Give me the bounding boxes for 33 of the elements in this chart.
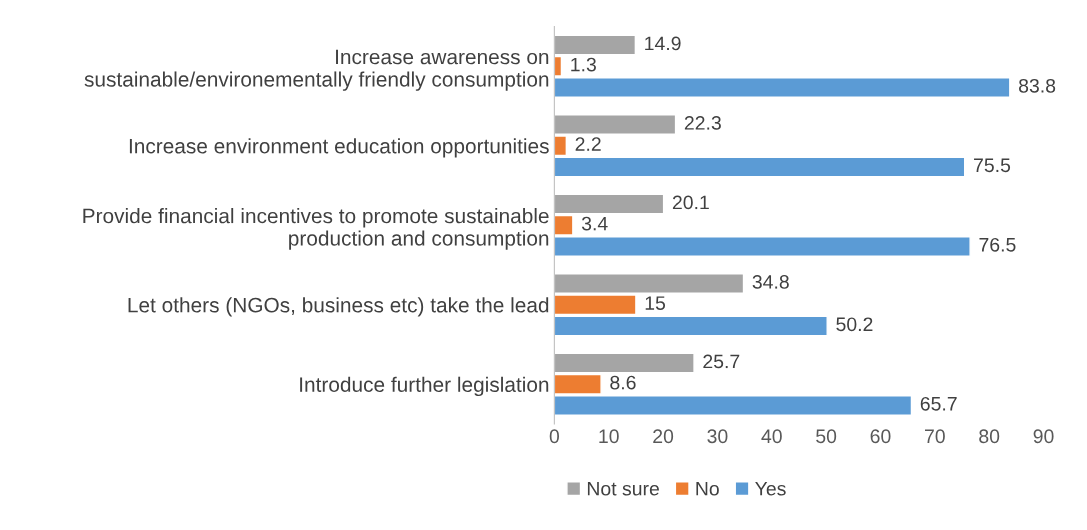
legend-label: Yes <box>755 481 786 496</box>
x-tick-label: 80 <box>979 429 1000 444</box>
legend-label: Not sure <box>587 481 659 496</box>
y-tick-label: Let others (NGOs, business etc) take the lead <box>128 297 549 317</box>
data-label: 34.8 <box>752 275 789 289</box>
data-label: 50.2 <box>836 317 873 332</box>
y-tick-label: Introduce further legislation <box>300 376 549 397</box>
legend-label: No <box>696 481 719 496</box>
data-label: 3.4 <box>581 216 608 231</box>
x-tick-label: 10 <box>599 429 619 444</box>
x-tick-label: 50 <box>816 429 837 444</box>
x-tick-label: 70 <box>925 429 945 444</box>
data-label: 15 <box>645 296 666 310</box>
y-tick-label: Provide financial incentives to promote sustainable production and consumption <box>83 207 549 250</box>
x-tick-label: 90 <box>1033 429 1054 444</box>
y-tick-label: Increase awareness on sustainable/environementally friendly consumption <box>84 49 549 91</box>
data-label: 8.6 <box>610 375 636 390</box>
data-label: 25.7 <box>703 354 740 369</box>
x-tick-label: 0 <box>549 429 560 444</box>
data-label: 2.2 <box>575 137 601 151</box>
data-label: 14.9 <box>645 36 681 51</box>
x-tick-label: 60 <box>870 429 891 444</box>
x-tick-label: 20 <box>653 429 674 444</box>
data-label: 22.3 <box>684 116 721 130</box>
data-label: 83.8 <box>1019 78 1056 93</box>
data-label: 1.3 <box>571 57 596 72</box>
y-tick-label: Increase environment education opportunities <box>129 138 549 158</box>
data-label: 65.7 <box>920 396 957 411</box>
data-label: 75.5 <box>974 158 1011 173</box>
x-tick-label: 30 <box>707 429 728 444</box>
x-tick-label: 40 <box>761 429 782 444</box>
data-label: 76.5 <box>979 237 1016 252</box>
data-label: 20.1 <box>672 195 709 210</box>
